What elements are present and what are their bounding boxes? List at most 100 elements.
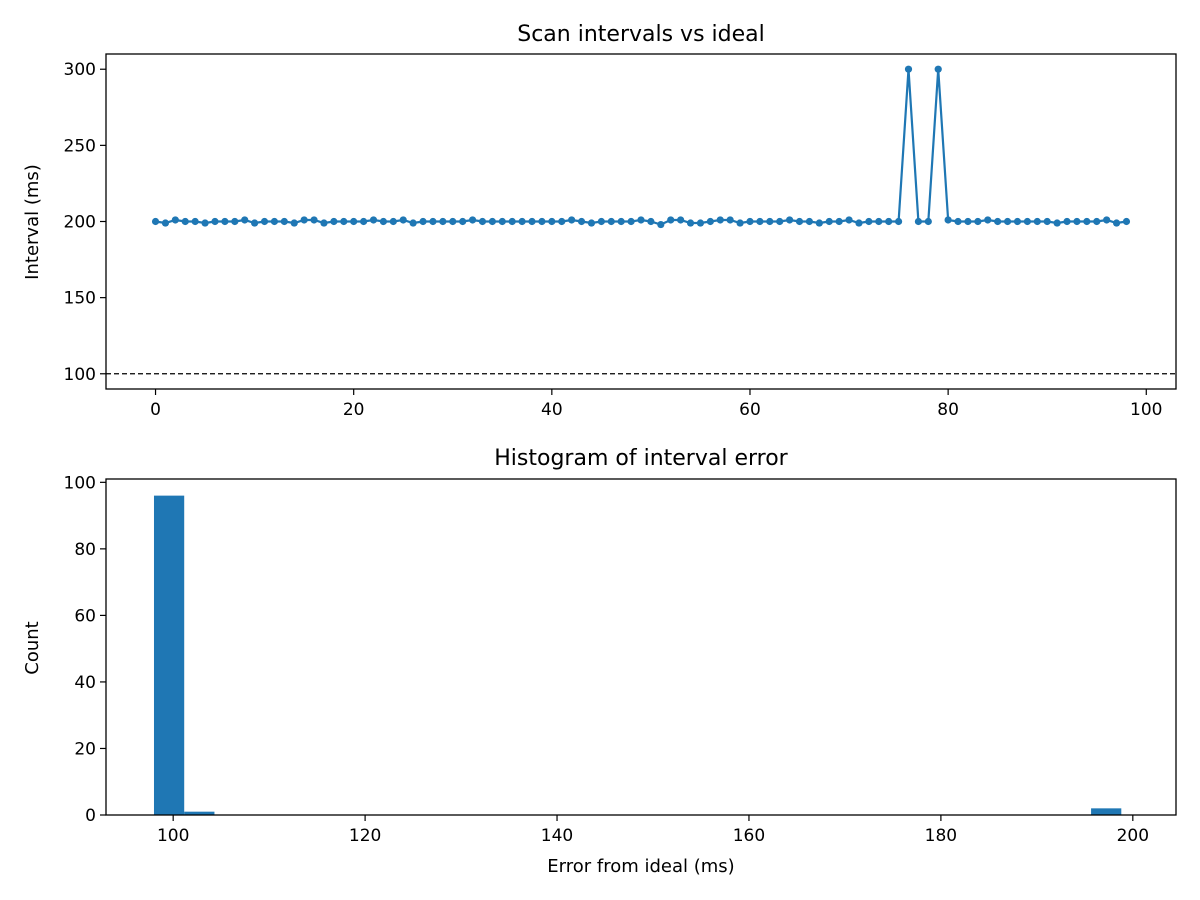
interval-data-point xyxy=(340,217,348,226)
interval-data-point xyxy=(944,216,952,224)
interval-data-point xyxy=(231,217,239,226)
interval-data-point xyxy=(964,217,972,226)
interval-data-point xyxy=(389,217,397,226)
interval-data-point xyxy=(181,217,189,226)
interval-data-point xyxy=(696,219,705,227)
line-chart-y-tick-label: 300 xyxy=(64,60,96,80)
interval-data-point xyxy=(825,217,833,226)
interval-data-point xyxy=(211,217,219,226)
interval-data-point xyxy=(221,217,229,226)
interval-data-point xyxy=(726,216,734,224)
interval-data-point xyxy=(587,219,596,227)
interval-data-point xyxy=(201,219,209,227)
histogram-y-tick-label: 40 xyxy=(74,673,96,693)
interval-data-point xyxy=(350,217,358,226)
interval-data-point xyxy=(815,219,823,227)
interval-data-point xyxy=(548,217,556,226)
interval-data-point xyxy=(399,216,407,224)
histogram-x-tick-label: 120 xyxy=(349,826,381,846)
interval-data-point xyxy=(459,217,467,226)
interval-data-point xyxy=(657,220,665,229)
interval-data-point xyxy=(270,217,279,226)
line-chart-x-tick-label: 20 xyxy=(343,400,365,420)
interval-data-point xyxy=(241,216,249,224)
histogram-y-tick-label: 0 xyxy=(85,806,96,826)
histogram-plot-area: 100 120 140 160 180 200 0 20 40 60 80 100 xyxy=(64,473,1149,846)
interval-data-point xyxy=(855,219,863,227)
interval-data-point xyxy=(875,217,883,226)
interval-data-point xyxy=(637,216,645,224)
interval-data-point xyxy=(667,216,675,224)
histogram-x-axis-label: Error from ideal (ms) xyxy=(547,856,734,877)
interval-data-point xyxy=(488,217,496,226)
line-chart-title: Scan intervals vs ideal xyxy=(517,22,765,47)
interval-data-point xyxy=(1093,217,1101,226)
interval-data-point xyxy=(478,217,487,226)
interval-data-point xyxy=(508,217,516,226)
interval-data-point xyxy=(865,217,873,226)
line-chart-y-tick-label: 200 xyxy=(64,213,96,233)
line-chart-x-tick-label: 0 xyxy=(150,400,161,420)
interval-data-point xyxy=(1023,217,1031,226)
interval-data-point xyxy=(151,217,160,226)
interval-data-point xyxy=(1063,217,1071,226)
interval-data-point xyxy=(914,217,923,226)
histogram-frame xyxy=(105,478,1177,816)
interval-data-point xyxy=(359,217,368,226)
interval-data-point xyxy=(776,217,784,226)
interval-data-point xyxy=(894,217,903,226)
line-chart-plot-area: 0 20 40 60 80 100 100 150 200 250 300 xyxy=(64,60,1176,420)
interval-data-point xyxy=(736,219,744,227)
line-chart-y-tick-label: 250 xyxy=(64,136,96,156)
interval-data-point xyxy=(934,65,942,73)
interval-data-point xyxy=(498,217,506,226)
interval-data-point xyxy=(835,217,843,226)
interval-data-point xyxy=(191,217,199,226)
interval-data-point xyxy=(766,217,774,226)
interval-data-point xyxy=(994,217,1002,226)
interval-data-point xyxy=(518,217,526,226)
interval-data-point xyxy=(716,216,724,224)
histogram-x-tick-label: 180 xyxy=(925,826,957,846)
line-chart-x-tick-label: 80 xyxy=(937,400,959,420)
interval-data-point xyxy=(924,217,932,226)
interval-data-point xyxy=(449,217,457,226)
interval-data-point xyxy=(330,217,338,226)
interval-data-point xyxy=(617,217,625,226)
line-chart-x-tick-label: 60 xyxy=(739,400,761,420)
interval-data-point xyxy=(805,217,814,226)
histogram-chart: Histogram of interval error Count Error … xyxy=(22,446,1177,877)
interval-data-point xyxy=(984,216,992,224)
interval-data-point xyxy=(954,217,962,226)
interval-data-point xyxy=(1003,217,1012,226)
interval-data-point xyxy=(251,219,259,227)
interval-data-point xyxy=(677,216,685,224)
interval-data-point xyxy=(627,217,635,226)
interval-data-point xyxy=(1083,217,1091,226)
interval-data-point xyxy=(1043,217,1051,226)
interval-data-point xyxy=(320,219,328,227)
interval-data-point xyxy=(171,216,179,224)
interval-data-point xyxy=(795,217,804,226)
histogram-x-tick-label: 140 xyxy=(541,826,573,846)
interval-data-point xyxy=(310,216,318,224)
interval-data-point xyxy=(1053,219,1061,227)
interval-data-point xyxy=(429,217,437,226)
interval-data-point xyxy=(686,219,695,227)
interval-data-point xyxy=(786,216,794,224)
interval-data-point xyxy=(379,217,388,226)
interval-data-point xyxy=(290,219,298,227)
interval-data-point xyxy=(468,216,477,224)
interval-data-point xyxy=(885,217,893,226)
interval-data-point xyxy=(439,217,447,226)
interval-data-point xyxy=(558,217,566,226)
line-chart-x-tick-label: 100 xyxy=(1130,400,1162,420)
histogram-title: Histogram of interval error xyxy=(494,446,788,471)
interval-data-point xyxy=(161,219,170,227)
histogram-y-tick-label: 60 xyxy=(74,606,96,626)
interval-data-point xyxy=(369,216,378,224)
interval-data-point xyxy=(647,217,655,226)
line-chart-y-tick-label: 100 xyxy=(64,365,96,385)
interval-data-point xyxy=(1122,217,1131,226)
interval-data-point xyxy=(409,219,417,227)
